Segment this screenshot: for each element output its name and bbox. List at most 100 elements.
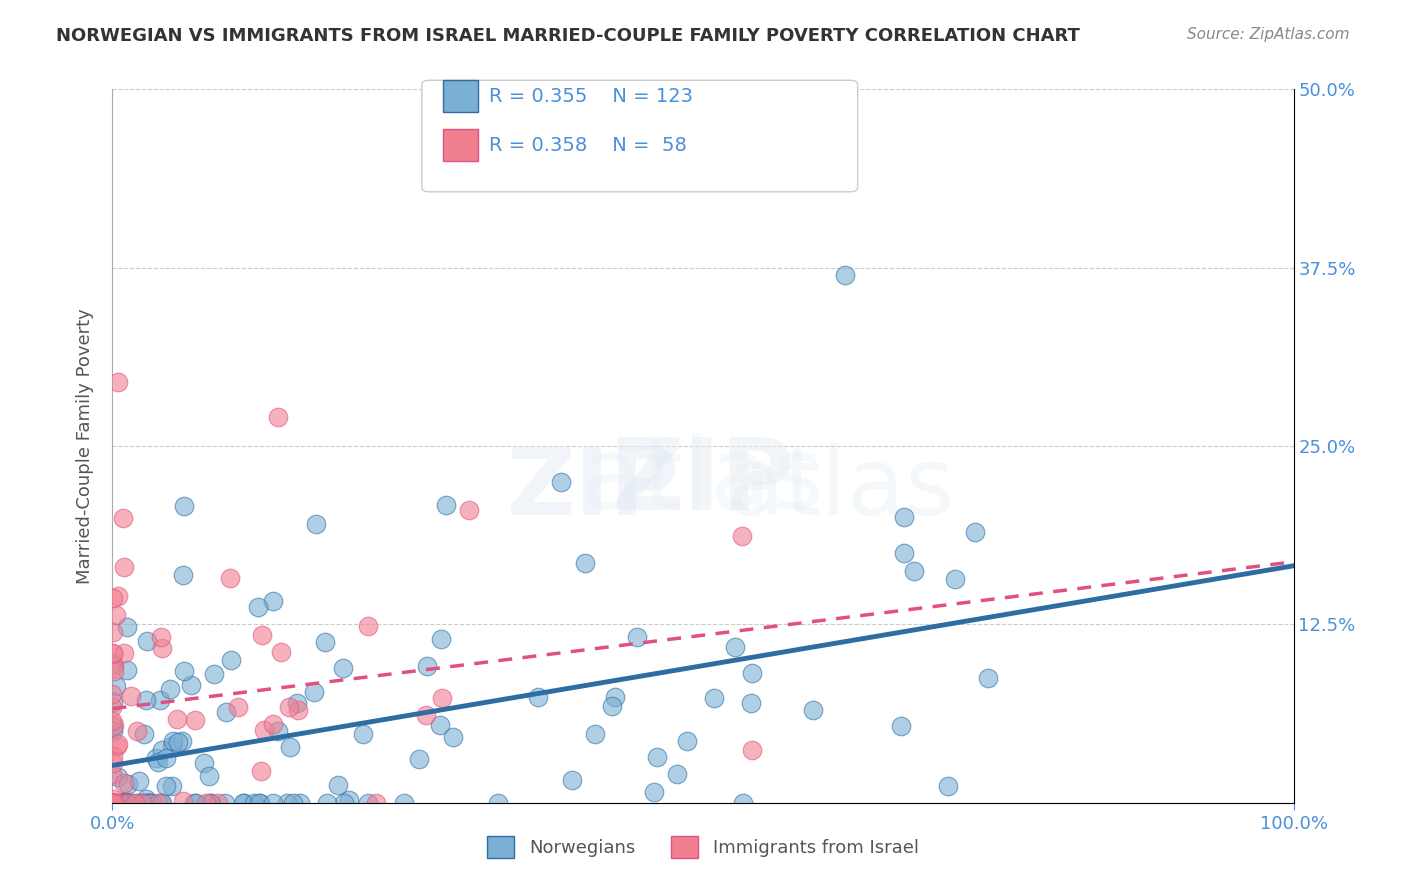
Point [193, 756, 215, 771]
Text: ZIP: ZIP [506, 442, 679, 535]
Point [314, 634, 336, 648]
Point [226, 699, 249, 714]
Point [148, 796, 170, 810]
Point [104, 796, 127, 810]
Point [101, 714, 124, 728]
Point [741, 666, 763, 681]
Point [115, 796, 138, 810]
Point [287, 703, 309, 717]
Point [302, 685, 325, 699]
Point [167, 735, 190, 749]
Point [131, 796, 153, 810]
Point [150, 743, 173, 757]
Point [288, 796, 311, 810]
Text: R = 0.355    N = 123: R = 0.355 N = 123 [489, 87, 693, 106]
Point [141, 796, 163, 810]
Point [366, 796, 388, 810]
Point [186, 796, 208, 810]
Point [101, 591, 124, 605]
Point [104, 796, 127, 810]
Point [114, 646, 136, 660]
Point [315, 796, 337, 810]
Text: NORWEGIAN VS IMMIGRANTS FROM ISRAEL MARRIED-COUPLE FAMILY POVERTY CORRELATION CH: NORWEGIAN VS IMMIGRANTS FROM ISRAEL MARR… [56, 27, 1080, 45]
Point [249, 796, 271, 810]
Point [101, 687, 124, 701]
Point [893, 546, 915, 560]
Point [105, 796, 128, 810]
Point [221, 653, 243, 667]
Point [415, 707, 437, 722]
Point [114, 796, 136, 810]
Point [352, 727, 374, 741]
Point [963, 524, 986, 539]
Point [429, 718, 451, 732]
Point [676, 734, 699, 748]
Point [121, 796, 143, 810]
Point [943, 572, 966, 586]
Point [103, 658, 125, 673]
Text: atlas: atlas [582, 434, 824, 530]
Point [703, 690, 725, 705]
Point [332, 796, 354, 810]
Point [219, 571, 242, 585]
Point [110, 796, 132, 810]
Point [665, 766, 688, 780]
Point [103, 748, 125, 763]
Point [173, 499, 195, 513]
Point [267, 724, 290, 739]
Point [232, 796, 254, 810]
Point [392, 796, 415, 810]
Point [486, 796, 509, 810]
Point [903, 564, 925, 578]
Point [198, 769, 221, 783]
Point [101, 625, 124, 640]
Point [120, 689, 142, 703]
Point [458, 502, 481, 516]
Point [432, 690, 454, 705]
Point [267, 410, 290, 425]
Point [645, 750, 668, 764]
Point [149, 630, 172, 644]
Point [250, 627, 273, 641]
Point [127, 723, 149, 738]
Point [262, 796, 284, 810]
Point [117, 777, 139, 791]
Legend: Norwegians, Immigrants from Israel: Norwegians, Immigrants from Israel [479, 829, 927, 865]
Point [107, 589, 129, 603]
Point [145, 751, 167, 765]
Point [114, 794, 136, 808]
Point [155, 779, 177, 793]
Text: Source: ZipAtlas.com: Source: ZipAtlas.com [1187, 27, 1350, 42]
Point [305, 517, 328, 532]
Point [150, 641, 173, 656]
Point [339, 792, 361, 806]
Point [115, 663, 138, 677]
Point [111, 796, 134, 810]
Point [977, 671, 1000, 685]
Point [583, 727, 606, 741]
Point [332, 660, 354, 674]
Point [550, 475, 572, 489]
Point [124, 796, 146, 810]
Point [207, 796, 229, 810]
Point [155, 751, 177, 765]
Point [101, 767, 124, 781]
Point [101, 657, 124, 672]
Point [107, 737, 129, 751]
Point [270, 645, 292, 659]
Point [101, 792, 124, 806]
Point [103, 718, 125, 732]
Point [415, 658, 437, 673]
Point [328, 778, 350, 792]
Point [107, 770, 129, 784]
Point [101, 756, 124, 771]
Point [104, 796, 127, 810]
Point [101, 695, 124, 709]
Point [160, 739, 183, 753]
Point [160, 779, 183, 793]
Point [834, 268, 856, 282]
Point [724, 640, 747, 654]
Text: atlas: atlas [727, 442, 955, 535]
Point [276, 796, 298, 810]
Point [101, 724, 124, 739]
